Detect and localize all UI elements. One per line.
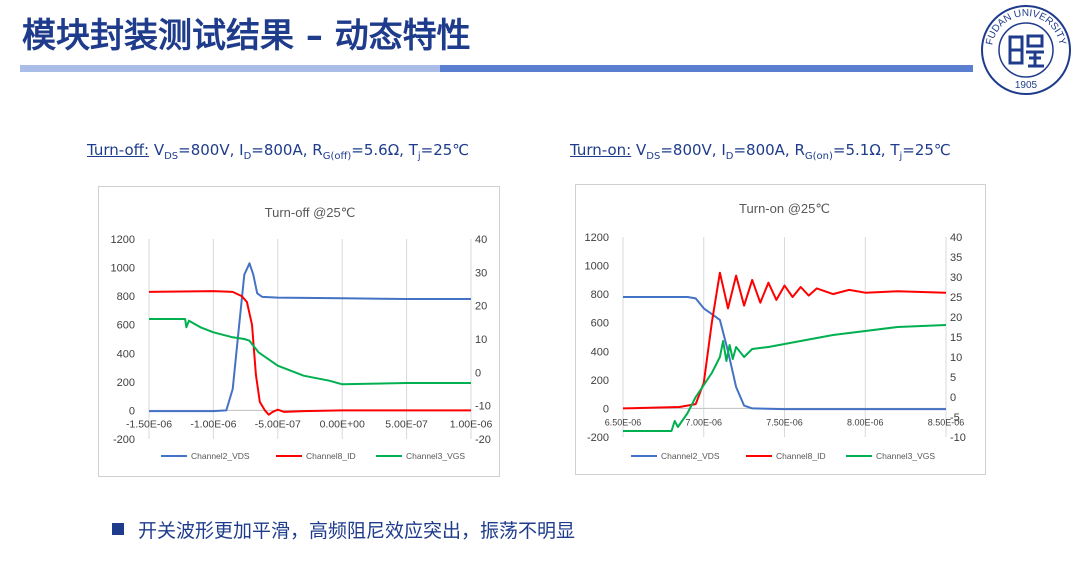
y-tick-label: 400 [591, 346, 609, 358]
y-tick-label: 1200 [585, 232, 609, 244]
turn-off-chart-panel: Turn-off @25℃ -200 0 200 400 600 800 1000 1200 -2… [98, 186, 500, 477]
logo-year: 1905 [1015, 80, 1038, 91]
y-tick-label: 200 [591, 375, 609, 387]
x-tick-label: -5.00E-07 [255, 418, 301, 430]
y-tick-label: 400 [117, 348, 135, 360]
y-tick-label: 1200 [111, 234, 135, 246]
y2-tick-label: -5 [950, 412, 960, 424]
chart-title: Turn-on @25℃ [739, 201, 830, 216]
y-tick-label: 0 [129, 405, 135, 417]
y-tick-label: 1000 [111, 263, 135, 275]
series-line-channel2-vds [149, 262, 471, 413]
cond-tj: =25℃ [420, 141, 470, 159]
turn-on-label: Turn-on: [570, 141, 632, 159]
x-tick-label: 7.00E-06 [685, 417, 722, 427]
university-logo: FUDAN UNIVERSITY 1905 [981, 5, 1071, 95]
y2-tick-label: 20 [475, 301, 487, 313]
turn-off-chart: Turn-off @25℃-200020040060080010001200-2… [111, 205, 493, 461]
y2-tick-label: 35 [950, 252, 962, 264]
y2-tick-label: 15 [950, 332, 962, 344]
logo-emblem [1008, 34, 1044, 68]
y2-tick-label: 10 [950, 352, 962, 364]
y2-tick-label: 40 [475, 234, 487, 246]
y2-tick-label: 25 [950, 292, 962, 304]
conclusion-bullet: 开关波形更加平滑，高频阻尼效应突出，振荡不明显 [112, 516, 575, 543]
cond-rg: =5.1Ω, T [832, 141, 900, 159]
chart-title: Turn-off @25℃ [265, 205, 356, 220]
x-tick-label: 5.00E-07 [385, 418, 428, 430]
title-underline [20, 65, 973, 72]
turn-off-conditions: Turn-off: VDS=800V, ID=800A, RG(off)=5.6… [87, 141, 470, 162]
cond-rg: =5.6Ω, T [351, 141, 418, 159]
turn-on-chart-panel: Turn-on @25℃ -200 0 200 400 600 800 1000 1200 -10… [575, 184, 986, 475]
legend-label: Channel3_VGS [876, 451, 935, 461]
logo-text: FUDAN UNIVERSITY [984, 8, 1067, 46]
legend-label: Channel2_VDS [191, 451, 250, 461]
title-underline-light [20, 65, 440, 72]
y-tick-label: 800 [117, 291, 135, 303]
y-tick-label: -200 [587, 432, 609, 444]
x-tick-label: 7.50E-06 [766, 417, 803, 427]
turn-on-conditions: Turn-on: VDS=800V, ID=800A, RG(on)=5.1Ω,… [570, 141, 951, 162]
y-tick-label: 600 [117, 320, 135, 332]
y2-tick-label: 10 [475, 334, 487, 346]
y2-tick-label: -20 [475, 434, 491, 446]
y2-tick-label: 0 [475, 367, 481, 379]
y2-tick-label: -10 [475, 401, 491, 413]
y-tick-label: 200 [117, 377, 135, 389]
legend-label: Channel2_VDS [661, 451, 720, 461]
series-line-channel3-vgs [623, 324, 947, 432]
cond-tj: =25℃ [902, 141, 951, 159]
x-tick-label: 8.50E-06 [928, 417, 965, 427]
y2-tick-label: 40 [950, 232, 962, 244]
y-tick-label: -200 [113, 434, 135, 446]
cond-id: =800A, R [733, 141, 805, 159]
y-tick-label: 1000 [585, 261, 609, 273]
x-tick-label: 8.00E-06 [847, 417, 884, 427]
cond-rg-sub: G(on) [804, 151, 833, 162]
legend-label: Channel8_ID [306, 451, 356, 461]
y2-tick-label: 30 [950, 272, 962, 284]
cond-vds: =800V, I [178, 141, 244, 159]
y2-tick-label: -10 [950, 432, 966, 444]
cond-vds: =800V, I [660, 141, 726, 159]
x-tick-label: -1.50E-06 [126, 418, 172, 430]
y2-tick-label: 0 [950, 392, 956, 404]
legend-label: Channel8_ID [776, 451, 826, 461]
x-tick-label: 6.50E-06 [605, 417, 642, 427]
series-line-channel8-id [148, 290, 471, 416]
y-tick-label: 0 [603, 403, 609, 415]
x-tick-label: 0.00E+00 [320, 418, 365, 430]
cond-rg-sub: G(off) [322, 151, 352, 162]
turn-on-chart: Turn-on @25℃-200020040060080010001200-10… [585, 201, 966, 461]
series-line-channel3-vgs [149, 318, 471, 386]
page-title: 模块封装测试结果 – 动态特性 [22, 16, 471, 56]
y2-tick-label: 20 [950, 312, 962, 324]
y2-tick-label: 5 [950, 372, 956, 384]
bullet-text: 开关波形更加平滑，高频阻尼效应突出，振荡不明显 [138, 520, 576, 542]
y2-tick-label: 30 [475, 267, 487, 279]
legend-label: Channel3_VGS [406, 451, 465, 461]
series-line-channel8-id [622, 271, 947, 410]
bullet-square-icon [112, 523, 124, 535]
cond-id: =800A, R [251, 141, 323, 159]
y-tick-label: 800 [591, 289, 609, 301]
x-tick-label: 1.00E-06 [450, 418, 493, 430]
turn-off-label: Turn-off: [87, 141, 150, 159]
x-tick-label: -1.00E-06 [190, 418, 236, 430]
y-tick-label: 600 [591, 318, 609, 330]
